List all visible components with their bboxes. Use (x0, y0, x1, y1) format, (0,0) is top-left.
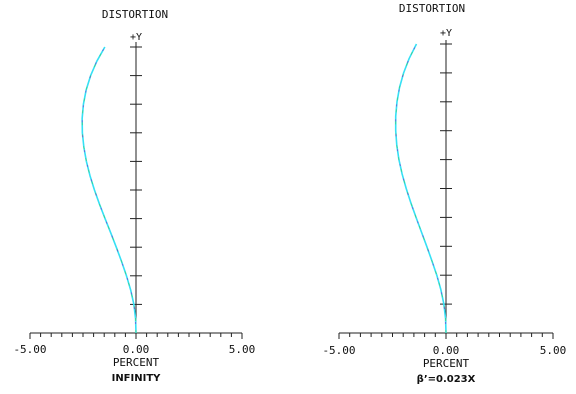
right-title: DISTORTION (399, 2, 465, 15)
right-distortion-curve-green (395, 43, 447, 334)
left-distortion-curve (81, 46, 137, 334)
left-y-axis-label: +Y (130, 32, 142, 43)
right-distortion-curve (394, 43, 447, 334)
right-y-axis-label: +Y (440, 28, 452, 39)
left-title: DISTORTION (102, 8, 168, 21)
left-x-tick-label-min: -5.00 (13, 343, 46, 356)
right-x-tick-label-max: 5.00 (540, 344, 567, 357)
left-x-axis-label: PERCENT (113, 356, 160, 369)
left-x-tick-label-zero: 0.00 (123, 343, 150, 356)
right-caption: β’=0.023X (417, 374, 476, 385)
left-x-tick-label-max: 5.00 (229, 343, 256, 356)
left-distortion-curve-violet (81, 46, 137, 334)
right-x-tick-label-min: -5.00 (322, 344, 355, 357)
right-x-axis-label: PERCENT (423, 357, 470, 370)
left-caption: INFINITY (112, 373, 162, 384)
right-distortion-curve-violet (395, 43, 447, 334)
right-x-tick-label-zero: 0.00 (433, 344, 460, 357)
left-distortion-curve-green (81, 46, 137, 334)
